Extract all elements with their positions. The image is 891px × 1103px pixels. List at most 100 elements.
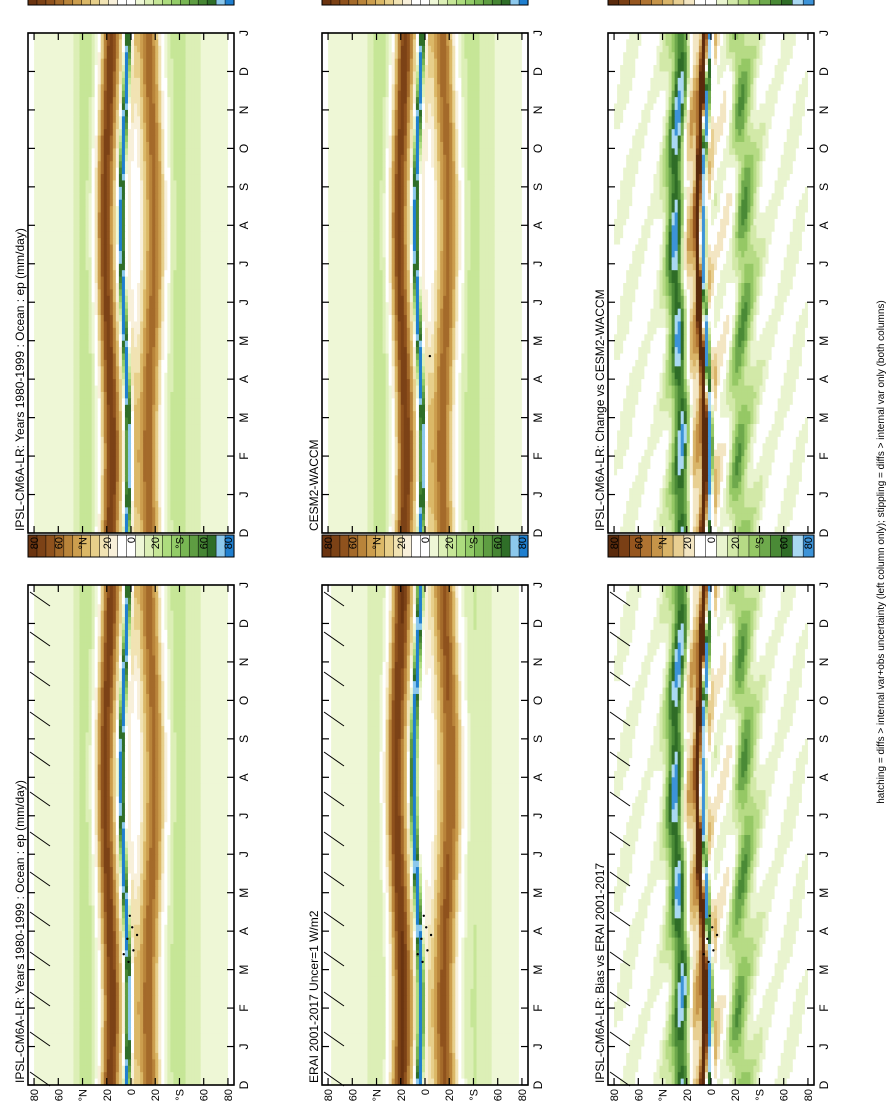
heatmap-cell [67,1020,71,1028]
heatmap-cell [152,738,156,746]
heatmap-cell [200,655,205,662]
heatmap-cell [164,911,168,919]
heatmap-cell [161,764,165,771]
heatmap-cell [49,982,53,989]
heatmap-cell [191,770,196,778]
heatmap-cell [61,982,65,989]
heatmap-cell [37,1058,41,1066]
heatmap-cell [143,841,147,848]
heatmap-cell [115,885,120,893]
heatmap-cell [143,642,147,650]
heatmap-cell [28,828,32,835]
heatmap-cell [37,744,41,752]
heatmap-cell [82,847,86,855]
heatmap-cell [37,1007,41,1015]
heatmap-cell [155,738,159,746]
heatmap-cell [49,648,53,656]
heatmap-cell [58,808,62,816]
heatmap-cell [115,1014,120,1021]
heatmap-cell [200,879,205,887]
heatmap-cell [55,821,59,829]
heatmap-cell [158,841,162,848]
heatmap-cell [155,706,159,714]
heatmap-cell [67,994,71,1002]
heatmap-cell [88,924,93,932]
heatmap-cell [149,853,153,861]
heatmap-cell [191,885,196,893]
heatmap-cell [161,898,165,906]
heatmap-cell [182,808,186,816]
heatmap-cell [82,802,86,810]
heatmap-cell [152,751,156,759]
heatmap-cell [73,892,77,900]
heatmap-cell [185,834,189,842]
heatmap-cell [191,1065,196,1073]
heatmap-cell [64,879,68,887]
heatmap-cell [155,712,159,720]
heatmap-cell [134,1014,138,1021]
heatmap-cell [124,866,129,874]
heatmap-cell [46,892,50,900]
heatmap-cell [194,860,199,868]
heatmap-cell [55,648,59,656]
heatmap-cell [227,751,232,759]
heatmap-cell [203,693,208,701]
heatmap-cell [52,815,56,823]
heatmap-cell [112,975,117,983]
heatmap-cell [194,706,199,714]
heatmap-cell [212,719,217,727]
heatmap-cell [203,789,208,797]
heatmap-cell [167,674,171,682]
heatmap-cell [118,1026,123,1034]
heatmap-cell [94,1071,99,1079]
heatmap-cell [149,956,153,964]
heatmap-cell [67,738,71,746]
heatmap-cell [173,757,177,765]
heatmap-cell [134,725,138,733]
heatmap-cell [134,808,138,816]
heatmap-cell [221,924,226,932]
heatmap-cell [167,949,171,957]
heatmap-cell [109,937,114,944]
heatmap-cell [212,1071,217,1079]
heatmap-cell [218,744,223,752]
heatmap-cell [182,930,186,938]
heatmap-cell [203,841,208,848]
heatmap-cell [34,828,38,835]
heatmap-cell [161,699,165,707]
heatmap-cell [140,853,144,861]
heatmap-cell [70,911,74,919]
heatmap-cell [100,635,105,643]
heatmap-cell [215,789,220,797]
heatmap-cell [167,853,171,861]
heatmap-cell [212,1039,217,1047]
heatmap-cell [106,796,111,803]
heatmap-cell [203,943,208,951]
heatmap-cell [76,629,80,637]
heatmap-cell [212,751,217,759]
heatmap-cell [28,873,32,880]
heatmap-cell [215,982,220,989]
heatmap-cell [64,994,68,1002]
heatmap-cell [221,853,226,861]
heatmap-cell [28,738,32,746]
heatmap-cell [140,764,144,771]
heatmap-cell [124,949,129,957]
heatmap-cell [40,898,44,906]
heatmap-cell [46,917,50,925]
heatmap-cell [76,988,80,996]
heatmap-cell [100,706,105,714]
heatmap-cell [70,610,74,618]
heatmap-cell [58,1026,62,1034]
heatmap-cell [37,783,41,791]
heatmap-cell [161,1007,165,1015]
heatmap-cell [164,885,168,893]
heatmap-cell [112,725,117,733]
heatmap-cell [227,699,232,707]
heatmap-cell [161,719,165,727]
heatmap-cell [227,911,232,919]
heatmap-cell [203,1007,208,1015]
heatmap-cell [91,969,96,977]
heatmap-cell [73,969,77,977]
heatmap-cell [97,738,102,746]
